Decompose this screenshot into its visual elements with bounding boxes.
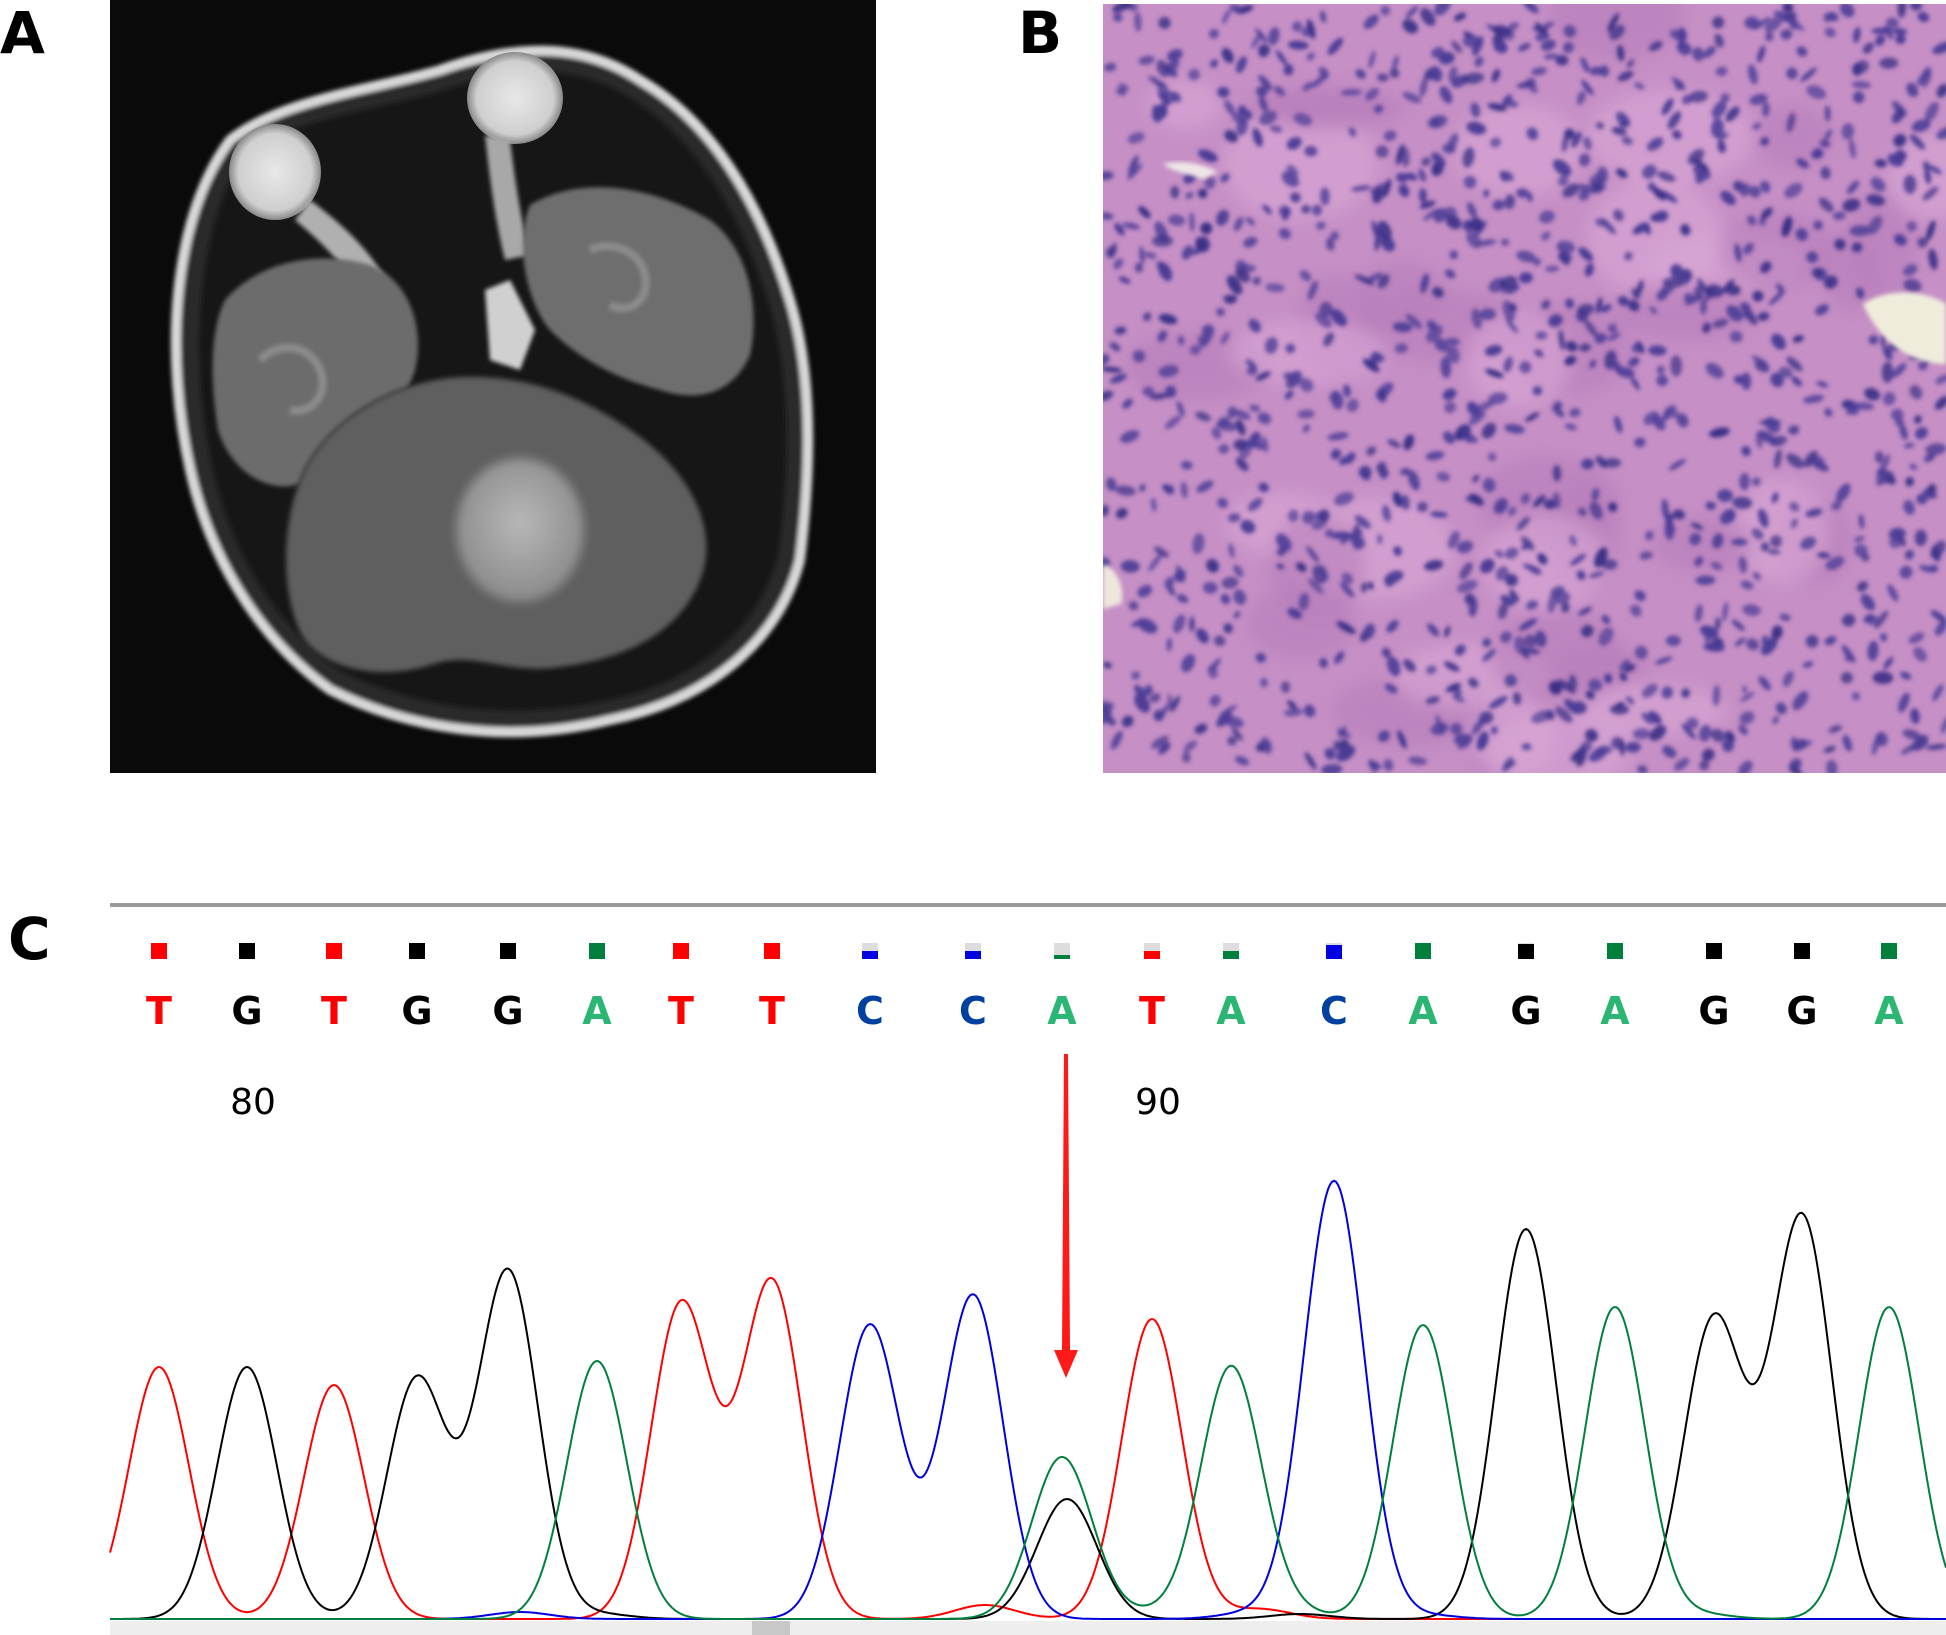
quality-bar: [1415, 943, 1431, 959]
top-divider: [110, 903, 1946, 907]
base-call-G: G: [401, 989, 433, 1033]
quality-bar: [862, 943, 878, 959]
base-call-G: G: [1510, 989, 1542, 1033]
quality-bar: [151, 943, 167, 959]
quality-bar: [1794, 943, 1810, 959]
quality-bar: [409, 943, 425, 959]
quality-bar: [1054, 943, 1070, 959]
trace-plot: [109, 1054, 1946, 1620]
base-call-C: C: [856, 989, 884, 1033]
panel-label-a: A: [0, 0, 45, 67]
base-call-C: C: [1320, 989, 1348, 1033]
quality-bar: [764, 943, 780, 959]
panel-label-b: B: [1018, 0, 1063, 67]
quality-bar: [965, 943, 981, 959]
histology-image: [1103, 4, 1946, 773]
quality-bar: [673, 943, 689, 959]
quality-bar: [1881, 943, 1897, 959]
quality-bar: [1144, 943, 1160, 959]
trace-A: [110, 1306, 1946, 1620]
chromatogram: T G T G G A T T C C A T A C A G A G G A 80 90: [0, 880, 1946, 1635]
base-call-A: A: [1216, 989, 1246, 1033]
base-call-G: G: [492, 989, 524, 1033]
base-call-C: C: [959, 989, 987, 1033]
base-call-A: A: [582, 989, 612, 1033]
quality-bar: [1223, 943, 1239, 959]
quality-bar: [589, 943, 605, 959]
quality-bar: [1607, 943, 1623, 959]
position-label-80: 80: [230, 1082, 276, 1123]
scrollbar-thumb[interactable]: [752, 1621, 790, 1635]
quality-bar: [1706, 943, 1722, 959]
trace-G: [110, 1211, 1946, 1620]
base-call-T: T: [321, 989, 347, 1033]
base-call-T: T: [759, 989, 785, 1033]
base-call-A: A: [1047, 989, 1077, 1033]
base-call-T: T: [146, 989, 172, 1033]
scrollbar-track[interactable]: [110, 1621, 1946, 1635]
quality-bar: [1326, 943, 1342, 959]
position-label-90: 90: [1135, 1082, 1181, 1123]
quality-bar: [1518, 943, 1534, 959]
base-call-T: T: [668, 989, 694, 1033]
quality-bar: [326, 943, 342, 959]
base-call-G: G: [1698, 989, 1730, 1033]
trace-C: [110, 1179, 1946, 1620]
base-call-G: G: [231, 989, 263, 1033]
mri-image: [110, 0, 876, 773]
base-call-A: A: [1408, 989, 1438, 1033]
variant-arrow-icon: [1054, 1054, 1078, 1378]
quality-bar: [239, 943, 255, 959]
quality-bar: [500, 943, 516, 959]
base-call-G: G: [1786, 989, 1818, 1033]
base-call-T: T: [1139, 989, 1165, 1033]
base-call-A: A: [1600, 989, 1630, 1033]
base-call-A: A: [1874, 989, 1904, 1033]
panel-label-c: C: [8, 905, 51, 973]
